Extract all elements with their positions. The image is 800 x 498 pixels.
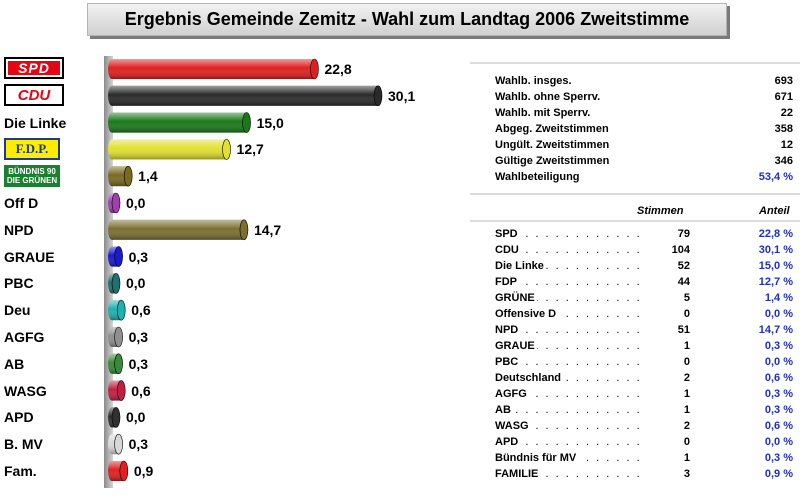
table-row: . . . . . . . . . . . . . . . . . . . . … <box>495 434 793 450</box>
panel-divider-mid <box>470 193 800 195</box>
bar-graue <box>108 246 123 267</box>
summary-row: Ungült. Zweitstimmen 12 <box>495 139 793 151</box>
party-label: PBC <box>4 275 34 292</box>
panel-divider-head <box>470 220 800 222</box>
bar-agfg <box>108 326 123 348</box>
table-row: . . . . . . . . . . . . . . . . . . . . … <box>495 226 793 242</box>
summary-row: Abgeg. Zweitstimmen 358 <box>495 123 793 135</box>
fdp-logo: F.D.P. <box>4 138 60 160</box>
column-head-share: Anteil <box>759 205 790 217</box>
bar-off-d <box>108 192 121 214</box>
bar-b-ndnis-90-die-gr-nen <box>108 165 133 187</box>
bar-value-label: 30,1 <box>388 87 416 104</box>
table-row: . . . . . . . . . . . . . . . . . . . . … <box>495 322 793 338</box>
party-label: WASG <box>4 382 47 399</box>
spd-logo-text: SPD <box>18 60 50 76</box>
bar-value-label: 0,0 <box>126 409 146 426</box>
table-row: . . . . . . . . . . . . . . . . . . . . … <box>495 354 793 370</box>
spd-logo: SPD <box>4 57 64 79</box>
fdp-logo-text: F.D.P. <box>15 141 49 156</box>
bar-value-label: 0,6 <box>131 382 151 399</box>
table-row: . . . . . . . . . . . . . . . . . . . . … <box>495 306 793 322</box>
party-label: GRAUE <box>4 248 55 265</box>
bar-b-mv <box>108 433 123 455</box>
cdu-logo-text: CDU <box>17 86 51 104</box>
bar-cdu <box>108 85 383 107</box>
table-row: . . . . . . . . . . . . . . . . . . . . … <box>495 274 793 290</box>
table-row: . . . . . . . . . . . . . . . . . . . . … <box>495 418 793 434</box>
summary-row: Wahlbeteiligung 53,4 % <box>495 171 793 183</box>
bar-value-label: 12,7 <box>236 141 264 158</box>
party-label: Fam. <box>4 463 37 479</box>
party-label: Die Linke <box>4 114 67 131</box>
bar-die-linke <box>108 112 251 133</box>
table-row: . . . . . . . . . . . . . . . . . . . . … <box>495 450 793 466</box>
party-label: APD <box>4 409 34 426</box>
panel-divider-top <box>470 62 800 64</box>
bar-value-label: 1,4 <box>138 168 158 185</box>
table-row: . . . . . . . . . . . . . . . . . . . . … <box>495 370 793 386</box>
cdu-logo: CDU <box>4 84 64 106</box>
table-row: . . . . . . . . . . . . . . . . . . . . … <box>495 242 793 258</box>
party-label: NPD <box>4 221 34 238</box>
summary-row: Wahlb. insges. 693 <box>495 75 793 87</box>
bar-f-d-p- <box>108 139 231 160</box>
party-label: Off D <box>4 195 39 211</box>
chart-axis-wall <box>104 56 113 488</box>
bar-value-label: 0,3 <box>128 329 149 345</box>
bar-value-label: 0,6 <box>131 302 151 319</box>
column-head-votes: Stimmen <box>637 205 684 217</box>
party-label: B. MV <box>4 436 43 453</box>
summary-row: Gültige Zweitstimmen 346 <box>495 155 793 167</box>
bar-ab <box>108 353 123 375</box>
table-row: . . . . . . . . . . . . . . . . . . . . … <box>495 258 793 274</box>
party-label: AGFG <box>4 329 45 345</box>
table-row: . . . . . . . . . . . . . . . . . . . . … <box>495 402 793 418</box>
party-label: Deu <box>4 302 31 319</box>
bar-npd <box>108 219 249 241</box>
bar-value-label: 0,3 <box>128 248 149 265</box>
gruene-logo-line2: DIE GRÜNEN <box>6 176 58 185</box>
gruene-logo: BÜNDNIS 90 DIE GRÜNEN <box>4 165 60 187</box>
bar-value-label: 15,0 <box>256 114 284 131</box>
bar-value-label: 0,9 <box>133 463 154 479</box>
bar-value-label: 0,0 <box>126 275 146 292</box>
summary-row: Wahlb. mit Sperrv. 22 <box>495 107 793 119</box>
bar-spd <box>108 58 319 80</box>
party-label: AB <box>4 355 25 372</box>
table-row: . . . . . . . . . . . . . . . . . . . . … <box>495 466 793 482</box>
table-row: . . . . . . . . . . . . . . . . . . . . … <box>495 386 793 402</box>
gruene-logo-line1: BÜNDNIS 90 <box>8 167 56 176</box>
bar-value-label: 0,3 <box>128 355 149 372</box>
bar-value-label: 0,3 <box>128 436 149 453</box>
table-row: . . . . . . . . . . . . . . . . . . . . … <box>495 290 793 306</box>
bar-pbc <box>108 273 121 294</box>
bar-deu <box>108 299 126 321</box>
bar-value-label: 14,7 <box>253 221 282 238</box>
bar-fam- <box>108 460 129 482</box>
bar-value-label: 0,0 <box>126 195 146 211</box>
summary-row: Wahlb. ohne Sperrv. 671 <box>495 91 793 103</box>
bar-wasg <box>108 380 126 401</box>
bar-value-label: 22,8 <box>324 61 352 77</box>
chart-title: Ergebnis Gemeinde Zemitz - Wahl zum Land… <box>87 3 727 36</box>
bar-apd <box>108 407 121 428</box>
table-row: . . . . . . . . . . . . . . . . . . . . … <box>495 338 793 354</box>
